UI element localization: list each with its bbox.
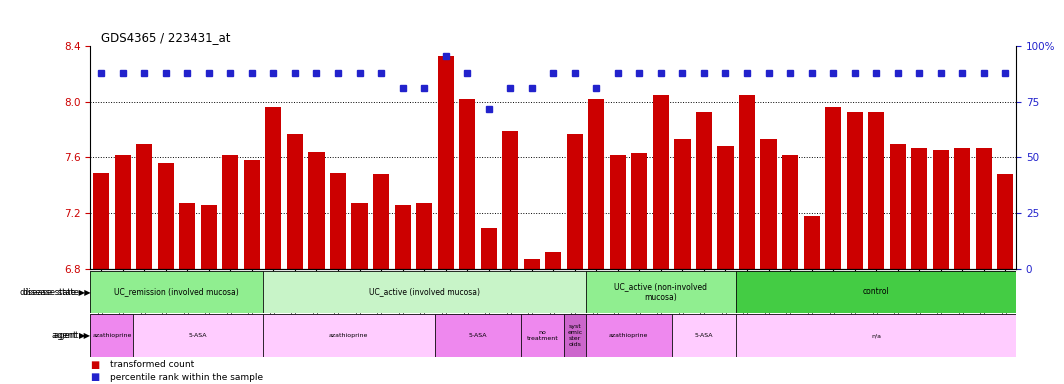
Bar — [675, 139, 691, 269]
Text: azathioprine: azathioprine — [609, 333, 648, 338]
Bar — [567, 134, 583, 269]
Bar — [373, 174, 389, 269]
Bar — [761, 139, 777, 269]
Bar — [222, 155, 238, 269]
Bar — [395, 205, 411, 269]
Bar — [782, 155, 798, 269]
Text: 5-ASA: 5-ASA — [188, 333, 207, 338]
Bar — [265, 107, 282, 269]
Text: ■: ■ — [90, 360, 100, 370]
Bar — [911, 148, 928, 269]
Bar — [585, 271, 736, 313]
Bar — [435, 314, 521, 357]
Bar — [521, 314, 564, 357]
Bar — [201, 205, 217, 269]
Bar — [696, 111, 712, 269]
Bar — [502, 131, 518, 269]
Text: control: control — [863, 287, 890, 296]
Bar — [933, 151, 949, 269]
Text: UC_remission (involved mucosa): UC_remission (involved mucosa) — [114, 287, 239, 296]
Text: 5-ASA: 5-ASA — [468, 333, 487, 338]
Bar — [976, 148, 992, 269]
Text: disease state ▶: disease state ▶ — [20, 287, 85, 296]
Text: agent  ▶: agent ▶ — [54, 331, 90, 340]
Bar — [90, 271, 263, 313]
Bar — [157, 163, 173, 269]
Text: azathioprine: azathioprine — [93, 333, 132, 338]
Bar — [481, 228, 497, 269]
Bar — [803, 216, 819, 269]
Text: GDS4365 / 223431_at: GDS4365 / 223431_at — [101, 31, 231, 44]
Bar — [631, 153, 648, 269]
Bar — [263, 314, 435, 357]
Bar — [736, 314, 1016, 357]
Bar — [523, 259, 539, 269]
Bar — [179, 204, 196, 269]
Bar — [653, 95, 669, 269]
Text: ■: ■ — [90, 372, 100, 382]
Text: percentile rank within the sample: percentile rank within the sample — [110, 372, 263, 382]
Bar — [459, 99, 476, 269]
Bar — [244, 160, 260, 269]
Text: syst
emic
ster
oids: syst emic ster oids — [567, 324, 582, 347]
Text: transformed count: transformed count — [110, 360, 194, 369]
Bar — [954, 148, 970, 269]
Bar — [671, 314, 736, 357]
Bar — [287, 134, 303, 269]
Text: n/a: n/a — [871, 333, 881, 338]
Text: no
treatment: no treatment — [527, 330, 559, 341]
Bar — [739, 95, 755, 269]
Text: UC_active (non-involved
mucosa): UC_active (non-involved mucosa) — [614, 282, 708, 301]
Bar — [564, 314, 585, 357]
Bar — [868, 111, 884, 269]
Bar — [736, 271, 1016, 313]
Bar — [133, 314, 263, 357]
Text: azathioprine: azathioprine — [329, 333, 368, 338]
Bar — [610, 155, 626, 269]
Bar — [416, 204, 432, 269]
Bar — [94, 173, 110, 269]
Bar — [136, 144, 152, 269]
Bar — [309, 152, 325, 269]
Text: 5-ASA: 5-ASA — [695, 333, 713, 338]
Text: agent ▶: agent ▶ — [52, 331, 85, 340]
Text: disease state  ▶: disease state ▶ — [22, 287, 90, 296]
Bar — [997, 174, 1013, 269]
Bar — [717, 146, 733, 269]
Bar — [115, 155, 131, 269]
Bar — [351, 204, 367, 269]
Bar — [545, 252, 562, 269]
Bar — [263, 271, 585, 313]
Bar — [825, 107, 842, 269]
Bar — [585, 314, 671, 357]
Bar — [890, 144, 905, 269]
Bar — [588, 99, 604, 269]
Text: UC_active (involved mucosa): UC_active (involved mucosa) — [368, 287, 480, 296]
Bar — [437, 56, 453, 269]
Bar — [330, 173, 346, 269]
Bar — [847, 111, 863, 269]
Bar — [90, 314, 133, 357]
